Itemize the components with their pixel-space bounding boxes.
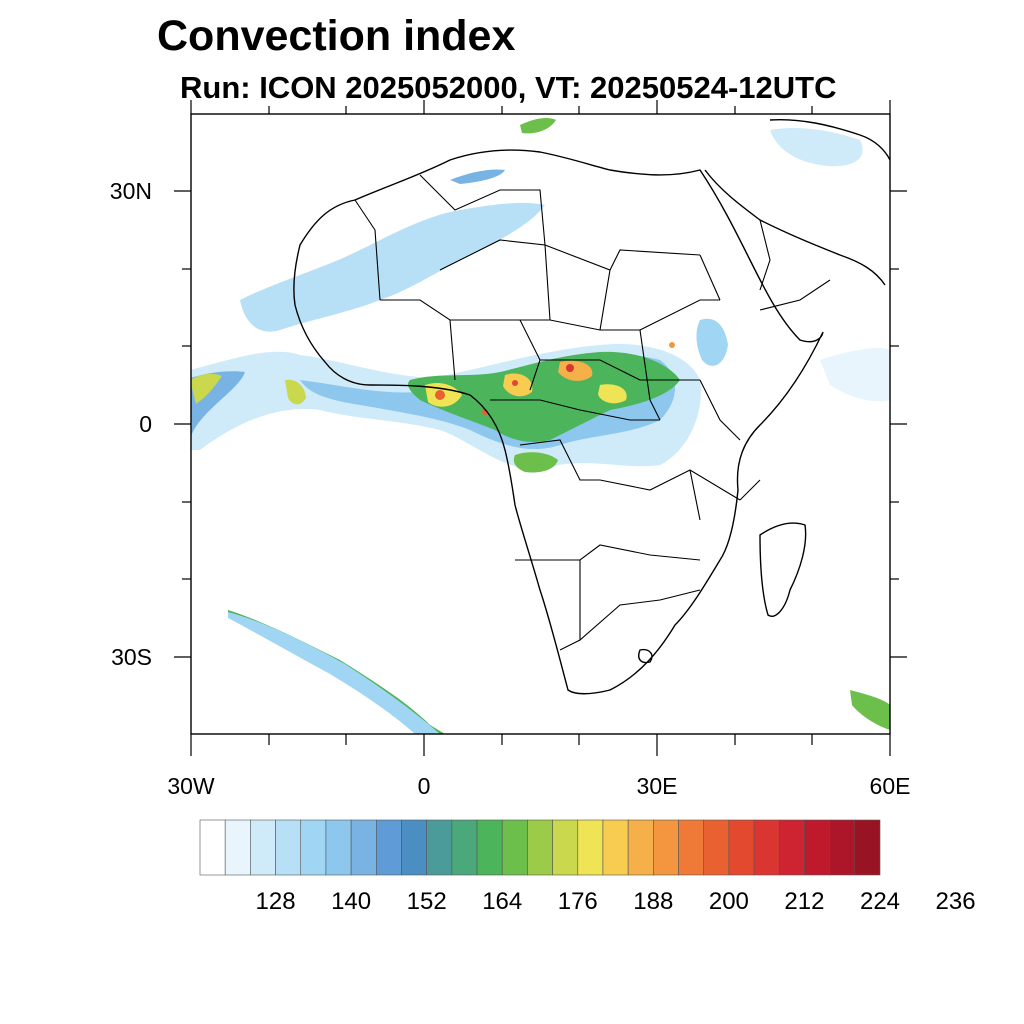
colorbar-box (753, 819, 780, 876)
colorbar-tick-label: 152 (406, 888, 447, 915)
colorbar-box (829, 819, 856, 876)
lon-label-0: 0 (417, 773, 431, 799)
colorbar-box (401, 819, 427, 876)
colorbar-box (375, 819, 402, 876)
convection-field (191, 117, 890, 734)
colorbar-box (250, 819, 276, 876)
lon-label-30e: 30E (636, 773, 678, 799)
colorbar (199, 819, 881, 876)
colorbar-box (275, 819, 302, 876)
colorbar-box (778, 819, 805, 876)
colorbar-box (199, 819, 226, 876)
colorbar-box (703, 819, 730, 876)
colorbar-box (602, 819, 629, 876)
colorbar-tick-label: 236 (935, 888, 976, 915)
colorbar-tick-label: 128 (255, 888, 296, 915)
colorbar-box (350, 819, 377, 876)
colorbar-box (325, 819, 352, 876)
colorbar-tick-label: 200 (708, 888, 749, 915)
colorbar-box (552, 819, 579, 876)
colorbar-box (678, 819, 705, 876)
colorbar-tick-label: 140 (331, 888, 372, 915)
lat-label-30s: 30S (111, 644, 152, 670)
lat-label-30n: 30N (109, 178, 152, 204)
axis-ticks (174, 100, 907, 756)
colorbar-box (854, 819, 881, 876)
colorbar-box (627, 819, 654, 876)
colorbar-box (451, 819, 478, 876)
colorbar-box (577, 819, 604, 876)
colorbar-box (501, 819, 528, 876)
colorbar-box (476, 819, 503, 876)
colorbar-tick-label: 212 (784, 888, 825, 915)
lon-label-30w: 30W (167, 773, 215, 799)
colorbar-tick-label: 224 (859, 888, 901, 915)
coastlines (293, 118, 890, 695)
colorbar-tick-label: 188 (633, 888, 674, 915)
colorbar-box (527, 819, 553, 876)
colorbar-box (426, 819, 453, 876)
lat-label-0: 0 (139, 411, 152, 437)
colorbar-tick-label: 176 (557, 888, 598, 915)
country-borders (354, 174, 831, 651)
colorbar-box (653, 819, 679, 876)
colorbar-tick-label: 164 (482, 888, 523, 915)
colorbar-box (728, 819, 755, 876)
colorbar-box (224, 819, 251, 876)
map-title: Convection index (157, 12, 516, 60)
map-subtitle: Run: ICON 2025052000, VT: 20250524-12UTC (180, 70, 837, 105)
colorbar-box (804, 819, 830, 876)
colorbar-box (300, 819, 327, 876)
lon-label-60e: 60E (869, 773, 911, 799)
